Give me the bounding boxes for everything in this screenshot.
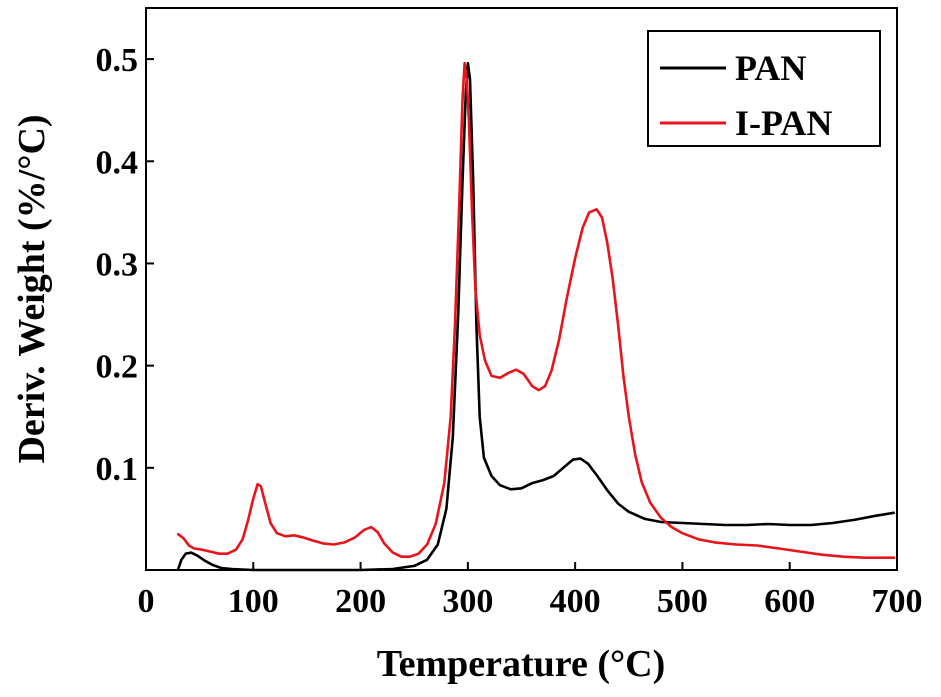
legend-box: [647, 30, 881, 147]
legend-label-pan: PAN: [735, 48, 806, 88]
x-axis-ticks: 0 100 200 300 400 500 600 700: [138, 562, 923, 620]
legend-label-ipan: I-PAN: [735, 103, 832, 143]
y-tick-label: 0.1: [96, 451, 139, 488]
y-axis-ticks: 0.1 0.2 0.3 0.4 0.5: [96, 42, 154, 488]
x-tick-label: 0: [138, 583, 155, 620]
x-axis-title: Temperature (°C): [377, 643, 666, 685]
x-tick-label: 300: [442, 583, 493, 620]
y-tick-label: 0.2: [96, 349, 139, 386]
series-line-i-pan: [176, 61, 896, 559]
y-tick-label: 0.4: [96, 144, 139, 181]
y-axis-title: Deriv. Weight (%/°C): [11, 114, 53, 463]
x-tick-label: 500: [657, 583, 708, 620]
legend: PAN I-PAN: [647, 30, 881, 147]
series-layer: [176, 61, 896, 572]
y-tick-label: 0.5: [96, 42, 139, 79]
x-tick-label: 600: [764, 583, 815, 620]
x-tick-label: 700: [872, 583, 923, 620]
x-tick-label: 400: [550, 583, 601, 620]
series-line-pan: [176, 61, 896, 572]
y-tick-label: 0.3: [96, 246, 139, 283]
x-tick-label: 200: [335, 583, 386, 620]
x-tick-label: 100: [228, 583, 279, 620]
